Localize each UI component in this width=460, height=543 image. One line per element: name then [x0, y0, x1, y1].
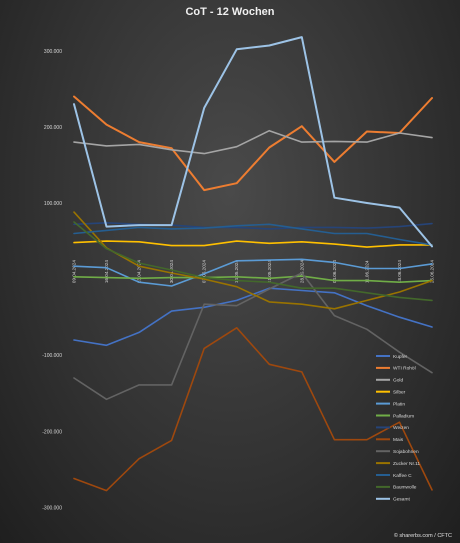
y-tick-label: 300.000: [44, 49, 62, 55]
y-tick-label: -300.000: [42, 505, 62, 511]
x-tick-label: 07.05.2024: [202, 260, 207, 283]
legend-label: Mais: [393, 437, 404, 443]
legend-label: Zucker Nr.11: [393, 461, 420, 467]
series-line-palladium: [73, 275, 433, 284]
series-line-sojabohnen: [73, 272, 433, 401]
series-line-baumwolle: [73, 221, 433, 302]
series-line-mais: [73, 326, 433, 492]
legend-item-zucker-nr-11: Zucker Nr.11: [376, 461, 420, 467]
legend-item-sojabohnen: Sojabohnen: [376, 449, 419, 455]
legend-label: Gesamt: [393, 497, 410, 503]
series-line-silber: [73, 240, 433, 248]
legend-item-kupfer: Kupfer: [376, 354, 408, 360]
x-tick-label: 28.05.2024: [299, 260, 304, 283]
legend-item-palladium: Palladium: [376, 413, 414, 419]
x-tick-label: 23.04.2024: [137, 260, 142, 283]
x-tick-label: 18.06.2024: [397, 260, 402, 283]
series-line-zucker-nr-11: [73, 211, 433, 310]
x-axis: 09.04.2024 16.04.2024 23.04.2024 30.04.2024…: [72, 260, 435, 283]
series-line-gesamt: [73, 36, 433, 248]
legend-label: Palladium: [393, 413, 414, 419]
x-tick-label: 16.04.2024: [104, 260, 109, 283]
x-tick-label: 14.05.2024: [234, 260, 239, 283]
x-tick-label: 21.05.2024: [267, 260, 272, 283]
series-line-platin: [73, 258, 433, 287]
series-line-wti-roh-l: [73, 95, 433, 192]
series-line-weizen: [73, 222, 433, 230]
legend-label: Sojabohnen: [393, 449, 419, 455]
legend-item-mais: Mais: [376, 437, 404, 443]
legend-label: Platin: [393, 401, 405, 407]
legend-label: Gold: [393, 378, 403, 384]
legend-label: Silber: [393, 390, 406, 396]
series-line-gold: [73, 129, 433, 155]
legend-item-kaffee-c: Kaffee C: [376, 473, 412, 479]
y-tick-label: -200.000: [42, 429, 62, 435]
source-credit: © sharerbs.com / CFTC: [394, 532, 452, 539]
legend-label: WTI Rohöl: [393, 366, 416, 372]
legend-item-gold: Gold: [376, 378, 403, 384]
y-tick-label: 200.000: [44, 125, 62, 131]
x-tick-label: 25.06.2024: [430, 260, 435, 283]
x-tick-label: 11.06.2024: [364, 260, 369, 283]
x-tick-label: 04.06.2024: [332, 260, 337, 283]
y-tick-label: 100.000: [44, 201, 62, 207]
legend-item-silber: Silber: [376, 390, 406, 396]
y-axis: 300.000 200.000 100.000 -100.000 -200.000 -30…: [42, 49, 62, 512]
legend-label: Weizen: [393, 425, 409, 431]
legend-item-gesamt: Gesamt: [376, 497, 410, 503]
legend-item-baumwolle: Baumwolle: [376, 485, 417, 491]
chart-title: CoT - 12 Wochen: [185, 6, 274, 18]
x-tick-label: 30.04.2024: [169, 260, 174, 283]
x-tick-label: 09.04.2024: [72, 260, 77, 283]
series-line-kaffee-c: [73, 223, 433, 246]
legend-label: Kaffee C: [393, 473, 412, 479]
legend: Kupfer WTI Rohöl Gold Silber Platin Palladium…: [376, 354, 420, 503]
legend-label: Kupfer: [393, 354, 408, 360]
legend-item-weizen: Weizen: [376, 425, 409, 431]
legend-item-wti-roh-l: WTI Rohöl: [376, 366, 416, 372]
legend-item-platin: Platin: [376, 401, 405, 407]
y-tick-label: -100.000: [42, 353, 62, 359]
series-lines: [73, 36, 433, 492]
legend-label: Baumwolle: [393, 485, 417, 491]
